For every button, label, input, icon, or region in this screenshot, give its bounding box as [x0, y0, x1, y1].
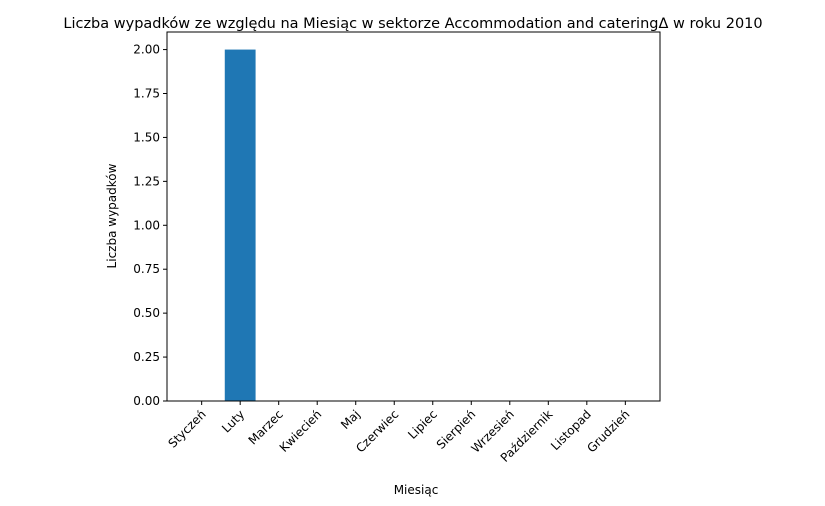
x-tick-label: Lipiec [405, 407, 440, 442]
y-tick-label: 1.00 [133, 218, 160, 232]
x-tick-label: Czerwiec [353, 407, 401, 455]
y-tick-label: 1.50 [133, 130, 160, 144]
x-tick-label: Kwiecień [277, 407, 325, 455]
y-tick-label: 0.75 [133, 262, 160, 276]
y-tick-label: 0.50 [133, 306, 160, 320]
x-tick-label: Maj [338, 407, 363, 432]
plot-frame [166, 31, 661, 402]
x-tick-label: Luty [219, 407, 247, 435]
x-tick-label: Grudzień [584, 407, 632, 455]
y-axis-label: Liczba wypadków [105, 163, 119, 268]
y-tick-label: 1.75 [133, 87, 160, 101]
y-tick-label: 0.00 [133, 394, 160, 408]
x-axis-label: Miesiąc [394, 483, 439, 497]
y-tick-label: 0.25 [133, 350, 160, 364]
y-axis: 0.00 0.25 0.50 0.75 1.00 1.25 1.50 1.75 2.00 [133, 43, 167, 408]
x-tick-label: Styczeń [165, 407, 208, 450]
y-tick-label: 1.25 [133, 174, 160, 188]
chart-title: Liczba wypadków ze względu na Miesiąc w … [63, 16, 762, 32]
bars-group [224, 49, 256, 401]
y-tick-label: 2.00 [133, 43, 160, 57]
bar-Luty [224, 49, 256, 401]
plot-area: 0.00 0.25 0.50 0.75 1.00 1.25 1.50 1.75 2.00 Sty… [133, 31, 661, 465]
